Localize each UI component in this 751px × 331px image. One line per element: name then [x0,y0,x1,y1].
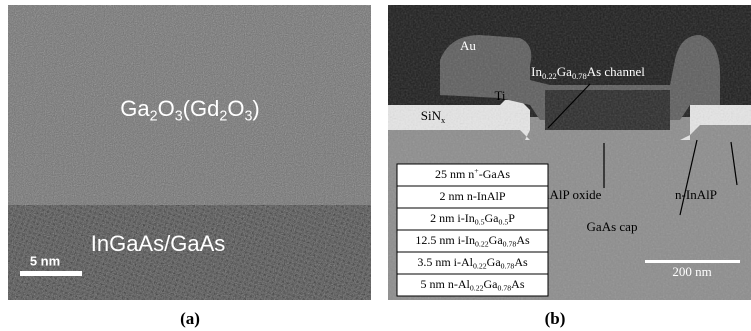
annotation: Ti [494,88,505,103]
panel-label: (a) [180,309,200,328]
text-run: 2 [219,108,227,124]
text-run: 0.78 [572,71,587,81]
text-run: 3.5 nm i-Al [417,255,473,269]
text-run: In [531,64,542,79]
text-run: Ga [120,96,150,121]
scale-bar-label: 200 nm [672,264,711,279]
text-run: 0.22 [475,239,489,248]
text-run: 25 nm n [435,167,474,181]
text-run: 12.5 nm i-In [415,233,475,247]
text-run: Ga [489,233,504,247]
text-run: (Gd [183,96,220,121]
text-run: As channel [587,64,646,79]
text-run: 0.22 [470,283,484,292]
text-run: 2 nm i-In [430,211,475,225]
text-run: ) [252,96,259,121]
text-run: As [511,277,525,291]
text-run: Ga [484,211,499,225]
text-run: 0.22 [542,71,557,81]
text-run: -GaAs [479,167,511,181]
text-run: 2 nm n-InAlP [440,189,506,203]
text-run: Ti [494,88,505,103]
annotation: InGaAs/GaAs [91,231,226,256]
layer-label: 2 nm n-InAlP [440,189,506,203]
text-run: Ga [484,277,499,291]
scale-bar [20,271,82,276]
text-run: 3 [244,108,252,124]
scale-bar-label: 5 nm [30,253,60,268]
text-run: InGaAs/GaAs [91,231,226,256]
text-run: 0.5 [475,217,485,226]
text-run: 3 [175,108,183,124]
annotation: GaAs cap [587,219,638,234]
text-run: SiN [421,108,442,123]
text-run: 0.78 [503,239,517,248]
text-run: GaAs cap [587,219,638,234]
annotation: Au [460,38,476,53]
text-run: Ga [557,64,572,79]
text-run: 0.22 [473,261,487,270]
text-run: 0.78 [501,261,515,270]
text-run: O [158,96,175,121]
scale-bar [645,260,740,263]
text-run: As [514,255,528,269]
text-run: O [227,96,244,121]
annotation: Ga2O3(Gd2O3) [120,96,259,125]
figure: Ga2O3(Gd2O3)InGaAs/GaAs5 nm(a)AuIn0.22Ga… [0,0,751,331]
text-run: 5 nm n-Al [421,277,471,291]
text-run: 2 [150,108,158,124]
layer-label: 25 nm n+-GaAs [435,166,510,181]
text-run: Au [460,38,476,53]
annotation: n-InAlP [675,187,717,202]
text-run: Ga [487,255,502,269]
text-run: As [516,233,530,247]
panel-label: (b) [545,309,566,328]
text-run: P [508,211,515,225]
text-run: 0.78 [498,283,512,292]
text-run: 0.5 [498,217,508,226]
text-run: n-InAlP [675,187,717,202]
